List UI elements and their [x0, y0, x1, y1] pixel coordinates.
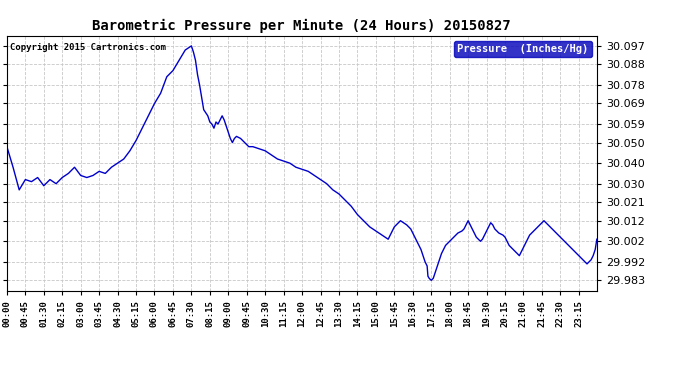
- Legend: Pressure  (Inches/Hg): Pressure (Inches/Hg): [454, 41, 591, 57]
- Text: Copyright 2015 Cartronics.com: Copyright 2015 Cartronics.com: [10, 43, 166, 52]
- Title: Barometric Pressure per Minute (24 Hours) 20150827: Barometric Pressure per Minute (24 Hours…: [92, 19, 511, 33]
